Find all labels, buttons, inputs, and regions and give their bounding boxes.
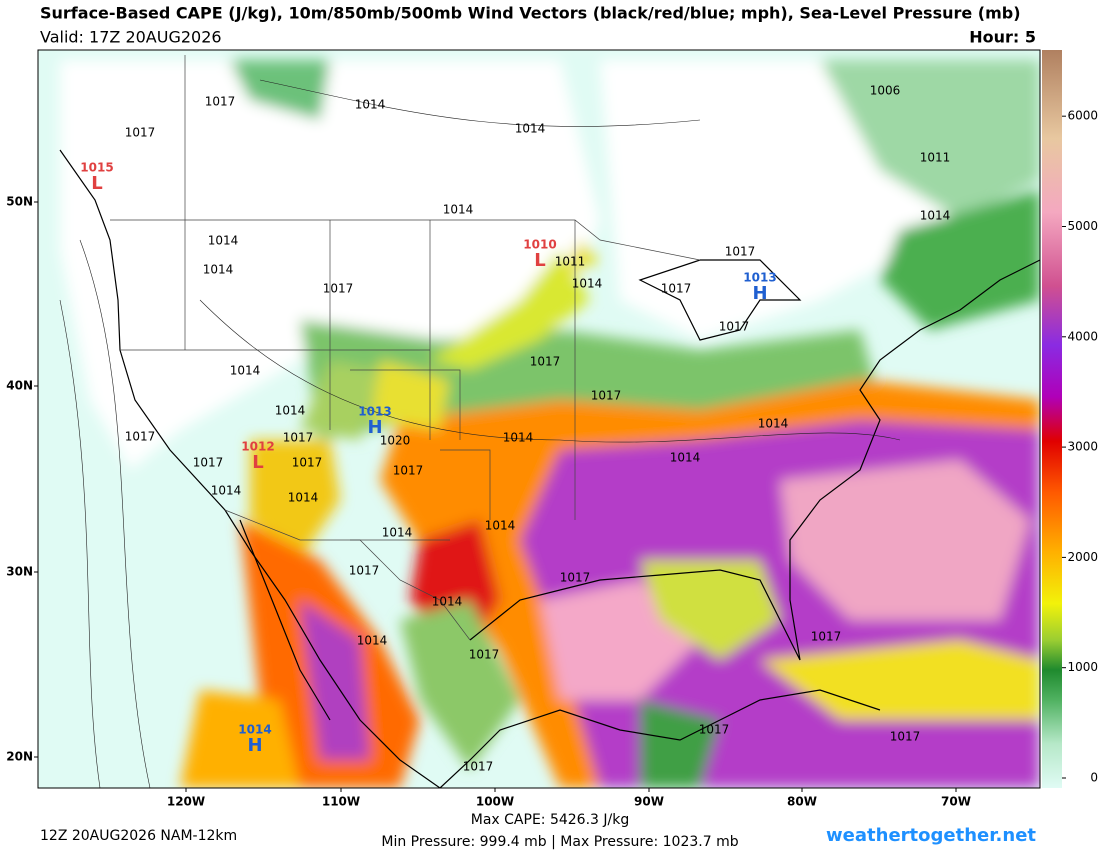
isobar-label: 1014 [288,491,319,505]
isobar-label: 1017 [719,320,750,334]
isobar-label: 1014 [275,404,306,418]
borders [110,55,701,641]
isobar-label: 1014 [230,364,261,378]
colorbar-tick-label: 4000 [1067,329,1098,343]
isobar-label: 1011 [920,151,951,165]
max-cape: Max CAPE: 5426.3 J/kg [471,812,629,828]
isobar-label: 1014 [443,203,474,217]
isobar-label: 1014 [357,634,388,648]
pressure-center-symbol: L [534,250,545,271]
colorbar-tick-label: 3000 [1067,440,1098,454]
isobars [59,79,901,788]
latitude-label: 30N [6,565,33,579]
colorbar-tick-label: 5000 [1067,219,1098,233]
isobar-label: 1014 [503,431,534,445]
isobar-label: 1017 [393,464,424,478]
isobar-label: 1017 [193,456,224,470]
isobar-label: 1017 [661,282,692,296]
isobar-label: 1014 [432,595,463,609]
map-area [38,50,1040,788]
longitude-label: 90W [634,795,664,809]
isobar-label: 1017 [205,95,236,109]
pressure-center-value: 1015 [80,161,113,175]
longitude-label: 110W [322,795,360,809]
pressure-center-symbol: L [252,452,263,473]
isobar-label: 1014 [485,519,516,533]
isobar-label: 1017 [125,126,156,140]
isobar-label: 1011 [555,255,586,269]
longitude-label: 120W [167,795,205,809]
latitude-label: 40N [6,379,33,393]
pressure-center-value: 1014 [238,723,271,737]
forecast-hour: Hour: 5 [969,28,1036,47]
pressure-center-value: 1013 [743,271,776,285]
isobar-label: 1014 [920,209,951,223]
isobar-label: 1014 [515,122,546,136]
pressure-center-symbol: H [752,283,767,304]
colorbar-tick-label: 1000 [1067,660,1098,674]
isobar-label: 1017 [530,355,561,369]
isobar-label: 1014 [758,417,789,431]
pressure-center-symbol: H [367,417,382,438]
isobar-label: 1014 [355,98,386,112]
isobar-label: 1014 [211,484,242,498]
isobar-label: 1017 [591,389,622,403]
isobar-label: 1017 [283,431,314,445]
latitude-label: 20N [6,750,33,764]
cape-field [60,60,1040,788]
isobar-label: 1017 [469,648,500,662]
pressure-center-symbol: L [91,173,102,194]
isobar-label: 1017 [560,571,591,585]
isobar-label: 1017 [125,430,156,444]
map-frame [37,49,1041,789]
longitude-label: 70W [941,795,971,809]
model-run: 12Z 20AUG2026 NAM-12km [40,828,237,844]
longitude-label: 80W [787,795,817,809]
pressure-center-value: 1012 [241,440,274,454]
colorbar-tick-label: 0 [1090,771,1098,785]
isobar-label: 1014 [572,277,603,291]
valid-time: Valid: 17Z 20AUG2026 [40,28,222,47]
colorbar-tick-label: 2000 [1067,550,1098,564]
colorbar [1042,50,1062,788]
isobar-label: 1017 [463,760,494,774]
latitude-label: 50N [6,195,33,209]
isobar-label: 1017 [811,630,842,644]
isobar-label: 1014 [208,234,239,248]
coastlines [59,149,1040,788]
isobar-label: 1014 [203,263,234,277]
isobar-label: 1020 [380,434,411,448]
isobar-label: 1017 [725,245,756,259]
isobar-label: 1017 [323,282,354,296]
isobar-label: 1006 [870,84,901,98]
isobar-label: 1017 [699,723,730,737]
pressure-range: Min Pressure: 999.4 mb | Max Pressure: 1… [381,834,738,850]
pressure-center-value: 1010 [523,238,556,252]
pressure-center-symbol: H [247,735,262,756]
isobar-label: 1017 [890,730,921,744]
isobar-label: 1014 [382,526,413,540]
isobar-label: 1017 [292,456,323,470]
isobar-label: 1017 [349,564,380,578]
title: Surface-Based CAPE (J/kg), 10m/850mb/500… [40,4,1021,23]
isobar-label: 1014 [670,451,701,465]
colorbar-tick-label: 6000 [1067,109,1098,123]
pressure-center-value: 1013 [358,405,391,419]
longitude-label: 100W [476,795,514,809]
site-credit: weathertogether.net [826,825,1036,846]
